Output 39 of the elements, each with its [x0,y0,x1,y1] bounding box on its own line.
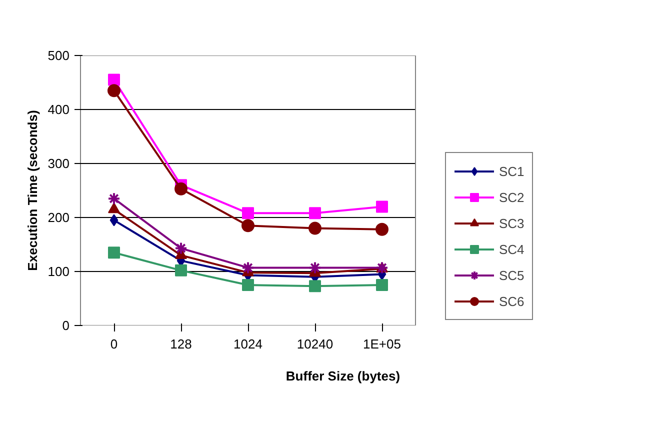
legend-label: SC4 [499,242,524,256]
y-tick-label: 100 [48,264,70,279]
y-tick-label: 300 [48,156,70,171]
point [175,264,187,276]
legend-label: SC2 [499,190,524,204]
point [376,222,388,236]
point [242,261,254,274]
point [174,182,188,196]
point [309,280,321,292]
x-axis-title: Buffer Size (bytes) [286,368,400,384]
y-tick-label: 400 [48,102,70,117]
x-tick-label: 1024 [234,336,262,352]
point [108,192,120,206]
point [110,214,118,226]
x-tick-label: 0 [110,336,118,352]
point [108,246,120,259]
y-axis-title: Execution Time (seconds) [24,110,40,271]
legend-label: SC3 [499,216,524,230]
point [242,279,254,291]
point [108,74,120,86]
point [376,279,388,291]
y-tick-label: 0 [62,318,70,333]
legend-label: SC1 [499,164,524,178]
x-tick-label: 10240 [296,336,334,352]
point [308,261,322,274]
point [242,219,254,232]
x-tick-label: 1E+05 [363,336,401,352]
y-tick-label: 500 [48,48,70,63]
y-tick-label: 200 [48,210,70,225]
point [174,242,188,255]
point [108,202,120,214]
point [376,200,388,213]
x-tick-label: 128 [170,336,192,352]
point [108,84,120,98]
point [308,222,322,235]
legend-label: SC5 [499,268,524,282]
legend-label: SC6 [499,294,524,308]
point [242,207,254,220]
point [309,207,321,220]
